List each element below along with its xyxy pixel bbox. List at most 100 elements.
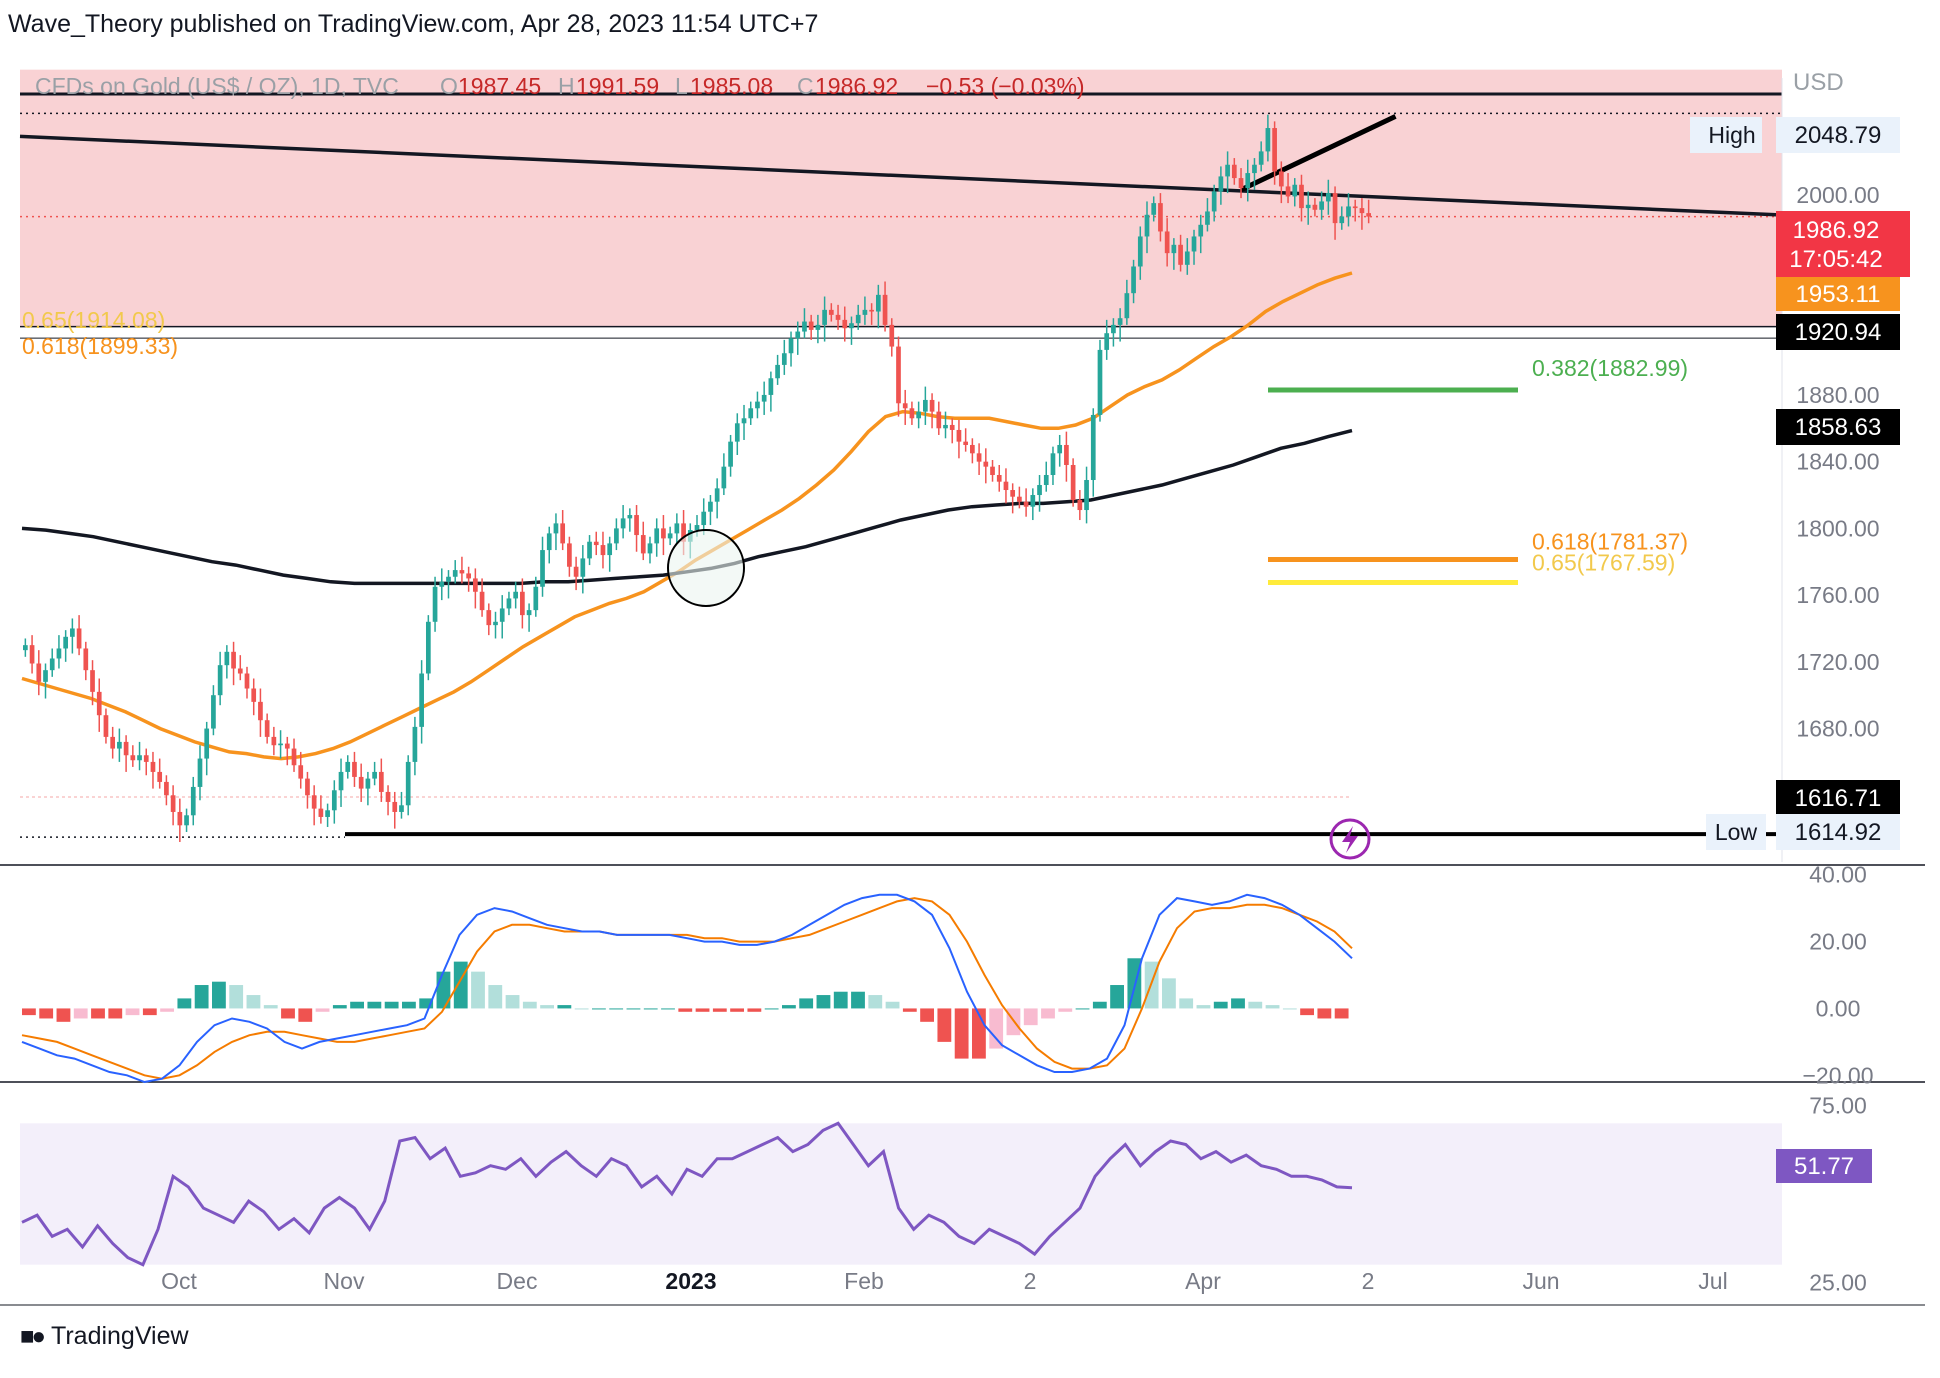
candle-body <box>620 518 626 529</box>
candle-body <box>916 411 921 419</box>
candle <box>748 401 754 425</box>
candle <box>983 448 989 484</box>
candle <box>875 284 881 329</box>
candle-body <box>1305 204 1311 209</box>
candle <box>76 615 82 656</box>
candle <box>1144 201 1150 254</box>
publisher-line: Wave_Theory published on TradingView.com… <box>8 10 819 38</box>
candle <box>1265 114 1271 162</box>
legend-low-label: L <box>675 73 688 99</box>
macd-histogram-bar <box>540 1005 554 1009</box>
candle <box>1164 218 1170 267</box>
candle-body <box>170 795 176 812</box>
candle-body <box>143 755 149 762</box>
macd-histogram-bar <box>39 1008 54 1019</box>
candle-body <box>345 761 351 772</box>
footer-brand-text: TradingView <box>51 1322 189 1350</box>
candle-body <box>1070 464 1076 501</box>
candle-body <box>1010 490 1016 497</box>
candle <box>1003 468 1009 504</box>
time-tick-label: 2 <box>1362 1268 1375 1294</box>
candle <box>137 741 142 771</box>
high-price: 2048.79 <box>1795 122 1882 149</box>
macd-histogram-bar <box>885 1001 900 1009</box>
candle-body <box>741 418 747 424</box>
candle <box>506 591 512 616</box>
candle-body <box>761 394 767 402</box>
candle <box>1332 186 1338 240</box>
wedge-upper-line <box>1239 114 1397 193</box>
candle-body <box>781 353 787 365</box>
candle <box>647 536 653 564</box>
candle-body <box>1117 318 1123 325</box>
candle <box>882 281 888 332</box>
candle <box>1043 461 1049 492</box>
candle-body <box>318 808 324 817</box>
candle <box>970 438 975 464</box>
candle-body <box>614 528 619 544</box>
candle-body <box>372 771 377 779</box>
candle <box>96 678 102 732</box>
macd-line <box>21 893 1353 1084</box>
candle-body <box>493 621 498 626</box>
candle-body <box>708 501 713 512</box>
macd-histogram-bar <box>1162 978 1176 1009</box>
candle <box>130 745 136 767</box>
lightning-icon[interactable] <box>1329 818 1371 860</box>
candle <box>224 645 230 679</box>
candle-body <box>1359 208 1365 214</box>
candle <box>184 808 189 832</box>
macd-histogram-bar <box>384 1001 399 1009</box>
candle <box>614 518 619 551</box>
macd-histogram-bar <box>574 1008 589 1010</box>
time-tick-label: Dec <box>497 1268 538 1294</box>
candle <box>325 803 330 827</box>
candle-body <box>1178 244 1183 265</box>
macd-histogram-bar <box>643 1008 658 1010</box>
macd-histogram-bar <box>177 998 192 1009</box>
candle <box>372 761 377 786</box>
candle-body <box>755 401 760 409</box>
macd-histogram-bar <box>1075 1008 1090 1010</box>
macd-histogram-bar <box>1231 998 1245 1009</box>
candle <box>217 651 223 706</box>
time-tick-label: Feb <box>844 1268 884 1294</box>
macd-histogram-bar <box>1248 1001 1263 1009</box>
rsi-band <box>20 1123 1782 1265</box>
candle-body <box>1151 203 1157 215</box>
macd-histogram-bar <box>73 1008 88 1019</box>
candle <box>553 513 559 551</box>
candle <box>1050 446 1056 486</box>
legend-close-value: 1986.92 <box>815 73 898 99</box>
candle-body <box>896 346 901 404</box>
candle <box>452 560 458 584</box>
candle <box>177 798 183 842</box>
candle <box>640 521 646 561</box>
candle-body <box>298 765 304 779</box>
candle <box>701 498 707 536</box>
macd-tick-label: 0.00 <box>1816 995 1861 1021</box>
macd-histogram-bar <box>954 1008 969 1059</box>
candle <box>546 526 552 564</box>
candle-body <box>1218 176 1224 192</box>
candle <box>1030 488 1036 521</box>
time-tick-label: Jul <box>1698 1268 1727 1294</box>
candle-body <box>734 423 740 442</box>
candle-body <box>553 523 559 534</box>
candle-body <box>399 805 404 812</box>
candle <box>419 660 424 744</box>
candle-body <box>1030 495 1036 507</box>
ma200-price: 1858.63 <box>1795 414 1882 441</box>
candle <box>842 306 848 342</box>
candle <box>587 535 592 566</box>
candle-body <box>1090 414 1096 481</box>
candle-body <box>963 441 969 445</box>
candle <box>1097 339 1103 422</box>
candle-body <box>258 701 263 721</box>
candle-body <box>439 581 445 587</box>
candle <box>237 655 243 681</box>
candle-body <box>90 670 95 692</box>
candle-body <box>224 651 230 666</box>
candle-body <box>1332 193 1338 224</box>
